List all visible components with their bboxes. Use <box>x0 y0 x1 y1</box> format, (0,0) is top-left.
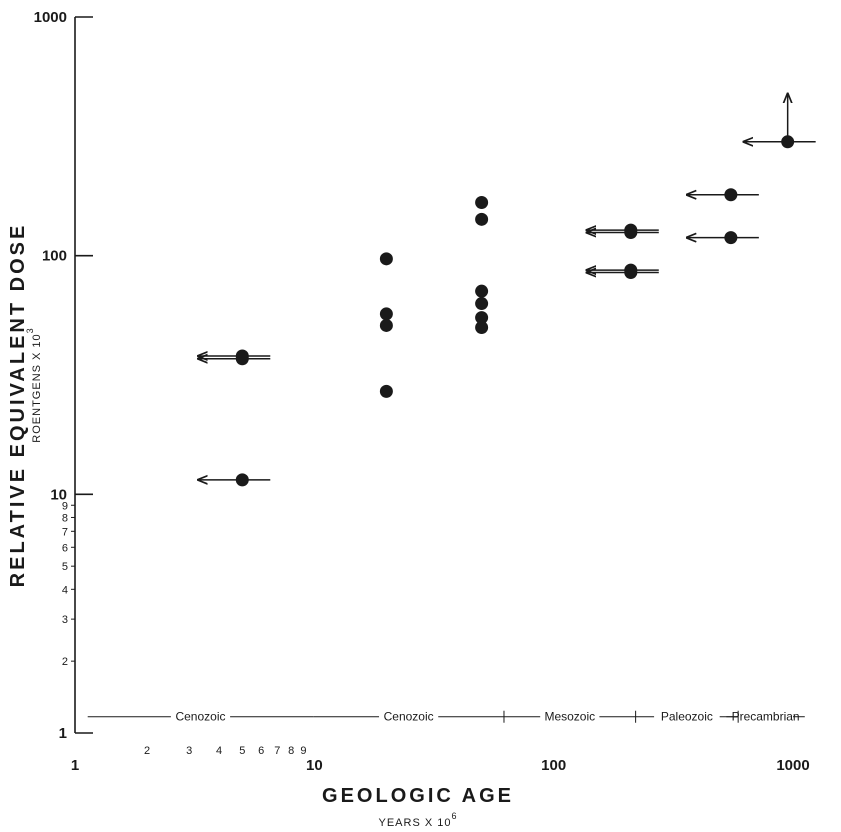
y-axis-title: RELATIVE EQUIVALENT DOSE <box>7 223 29 588</box>
data-point <box>624 226 638 240</box>
data-point <box>724 188 738 202</box>
y-minor-tick-label: 6 <box>62 542 68 554</box>
y-tick-label: 1 <box>59 725 67 742</box>
y-tick-label: 10 <box>50 486 67 503</box>
x-tick-label: 1000 <box>776 757 809 774</box>
y-minor-tick-label: 2 <box>62 656 68 668</box>
y-minor-tick-label: 4 <box>62 584 68 596</box>
data-point <box>379 252 393 266</box>
data-point <box>379 384 393 398</box>
y-axis-unit-base: ROENTGENS X 10 <box>31 333 43 442</box>
y-minor-tick-label: 3 <box>62 614 68 626</box>
data-series <box>198 94 816 487</box>
data-point <box>724 231 738 245</box>
x-tick-label: 100 <box>541 757 566 774</box>
era-label: Mesozoic <box>544 710 595 724</box>
x-axis-unit: YEARS X 106 <box>379 811 458 829</box>
x-tick-label: 1 <box>71 757 79 774</box>
x-axis-unit-exponent: 6 <box>451 811 457 821</box>
y-tick-label: 100 <box>42 248 67 265</box>
data-point <box>475 196 489 210</box>
y-minor-tick-label: 7 <box>62 526 68 538</box>
data-point <box>475 311 489 325</box>
data-point <box>379 307 393 321</box>
data-point <box>781 135 795 149</box>
x-minor-tick-label: 6 <box>258 745 264 757</box>
era-label: Paleozoic <box>661 710 713 724</box>
data-point <box>379 318 393 332</box>
x-minor-tick-label: 5 <box>239 745 245 757</box>
x-axis-title: GEOLOGIC AGE <box>322 785 514 807</box>
y-axis-unit: ROENTGENS X 103 <box>25 327 43 442</box>
x-minor-tick-label: 3 <box>186 745 192 757</box>
data-point <box>624 266 638 280</box>
x-minor-tick-label: 8 <box>288 745 294 757</box>
y-axis-unit-exponent: 3 <box>25 327 35 333</box>
data-point <box>475 212 489 226</box>
era-band: Cenozoic Cenozoic Mesozoic Paleozoic Precamb… <box>87 710 805 724</box>
x-tick-label: 10 <box>306 757 323 774</box>
era-label: Precambrian <box>732 710 800 724</box>
y-minor-tick-label: 9 <box>62 500 68 512</box>
data-point <box>475 321 489 335</box>
data-point <box>475 297 489 311</box>
x-minor-tick-label: 4 <box>216 745 222 757</box>
data-point <box>235 352 249 366</box>
x-minor-tick-label: 9 <box>300 745 306 757</box>
data-point <box>235 473 249 487</box>
era-label: Cenozoic <box>384 710 434 724</box>
y-minor-tick-label: 5 <box>62 561 68 573</box>
y-minor-tick-label: 8 <box>62 512 68 524</box>
x-minor-tick-label: 7 <box>274 745 280 757</box>
data-point <box>475 284 489 298</box>
era-label: Cenozoic <box>175 710 225 724</box>
x-minor-tick-label: 2 <box>144 745 150 757</box>
y-tick-label: 1000 <box>34 9 67 26</box>
x-axis-unit-base: YEARS X 10 <box>379 817 452 829</box>
